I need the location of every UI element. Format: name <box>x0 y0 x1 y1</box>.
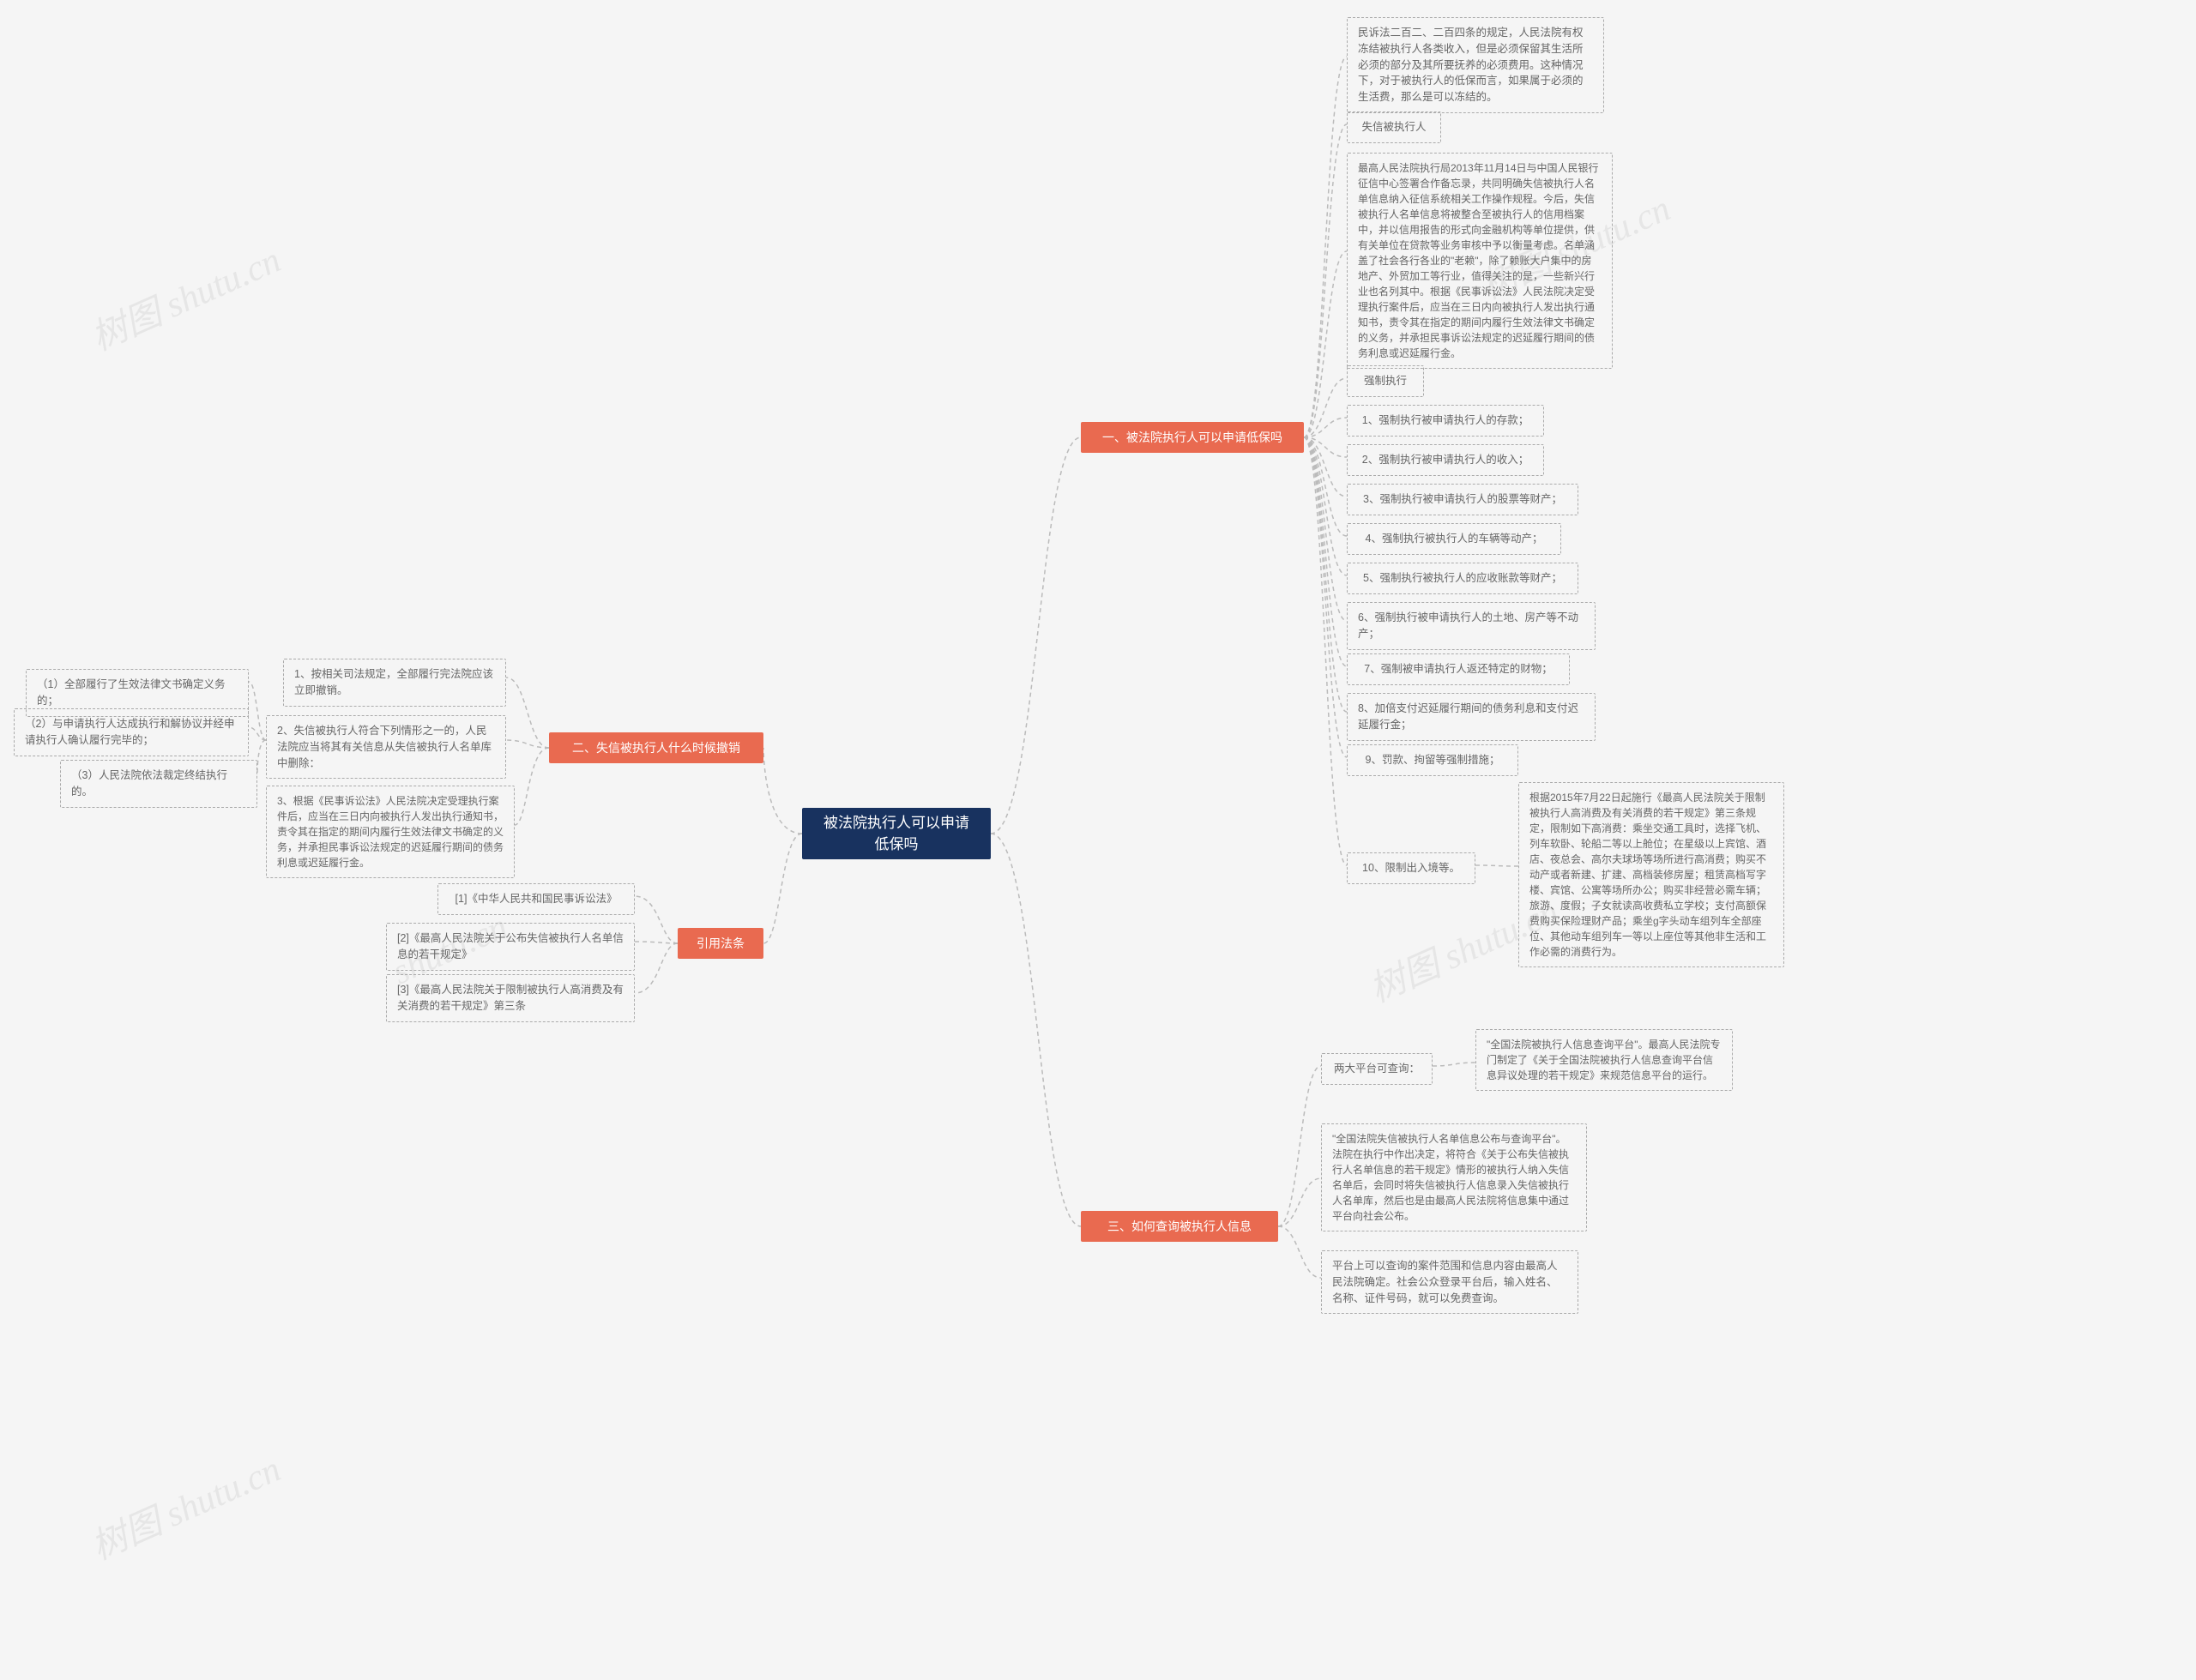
leaf-node[interactable]: 失信被执行人 <box>1347 111 1441 143</box>
leaf-node[interactable]: 1、强制执行被申请执行人的存款； <box>1347 405 1544 437</box>
leaf-node[interactable]: 3、强制执行被申请执行人的股票等财产； <box>1347 484 1578 515</box>
leaf-node[interactable]: [1]《中华人民共和国民事诉讼法》 <box>437 883 635 915</box>
mindmap-canvas: 树图 shutu.cn 树图 shutu.cn shutu.cn 树图 shut… <box>0 0 2196 1680</box>
leaf-node[interactable]: 2、失信被执行人符合下列情形之一的，人民法院应当将其有关信息从失信被执行人名单库… <box>266 715 506 779</box>
leaf-node[interactable]: 强制执行 <box>1347 365 1424 397</box>
leaf-node[interactable]: [3]《最高人民法院关于限制被执行人高消费及有关消费的若干规定》第三条 <box>386 974 635 1022</box>
leaf-node[interactable]: 6、强制执行被申请执行人的土地、房产等不动产； <box>1347 602 1596 650</box>
leaf-node[interactable]: 1、按相关司法规定，全部履行完法院应该立即撤销。 <box>283 659 506 707</box>
leaf-node[interactable]: （3）人民法院依法裁定终结执行的。 <box>60 760 257 808</box>
branch-node-4[interactable]: 三、如何查询被执行人信息 <box>1081 1211 1278 1242</box>
watermark: 树图 shutu.cn <box>81 231 287 361</box>
branch-node-1[interactable]: 一、被法院执行人可以申请低保吗 <box>1081 422 1304 453</box>
leaf-node[interactable]: [2]《最高人民法院关于公布失信被执行人名单信息的若干规定》 <box>386 923 635 971</box>
leaf-node[interactable]: 根据2015年7月22日起施行《最高人民法院关于限制被执行人高消费及有关消费的若… <box>1518 782 1784 967</box>
leaf-node[interactable]: 10、限制出入境等。 <box>1347 852 1475 884</box>
leaf-node[interactable]: 最高人民法院执行局2013年11月14日与中国人民银行征信中心签署合作备忘录，共… <box>1347 153 1613 369</box>
leaf-node[interactable]: 9、罚款、拘留等强制措施； <box>1347 744 1518 776</box>
leaf-node[interactable]: 3、根据《民事诉讼法》人民法院决定受理执行案件后，应当在三日内向被执行人发出执行… <box>266 786 515 878</box>
leaf-node[interactable]: "全国法院失信被执行人名单信息公布与查询平台"。法院在执行中作出决定，将符合《关… <box>1321 1123 1587 1231</box>
leaf-node[interactable]: "全国法院被执行人信息查询平台"。最高人民法院专门制定了《关于全国法院被执行人信… <box>1475 1029 1733 1091</box>
leaf-node[interactable]: （2）与申请执行人达成执行和解协议并经申请执行人确认履行完毕的； <box>14 708 249 756</box>
leaf-node[interactable]: 两大平台可查询： <box>1321 1053 1433 1085</box>
leaf-node[interactable]: 7、强制被申请执行人返还特定的财物； <box>1347 653 1570 685</box>
leaf-node[interactable]: 民诉法二百二、二百四条的规定，人民法院有权冻结被执行人各类收入，但是必须保留其生… <box>1347 17 1604 113</box>
leaf-node[interactable]: 2、强制执行被申请执行人的收入； <box>1347 444 1544 476</box>
center-node[interactable]: 被法院执行人可以申请低保吗 <box>802 808 991 859</box>
watermark: 树图 shutu.cn <box>81 1440 287 1570</box>
branch-node-3[interactable]: 引用法条 <box>678 928 763 959</box>
leaf-node[interactable]: 8、加倍支付迟延履行期间的债务利息和支付迟延履行金； <box>1347 693 1596 741</box>
leaf-node[interactable]: 平台上可以查询的案件范围和信息内容由最高人民法院确定。社会公众登录平台后，输入姓… <box>1321 1250 1578 1314</box>
leaf-node[interactable]: 5、强制执行被执行人的应收账款等财产； <box>1347 563 1578 594</box>
branch-node-2[interactable]: 二、失信被执行人什么时候撤销 <box>549 732 763 763</box>
leaf-node[interactable]: 4、强制执行被执行人的车辆等动产； <box>1347 523 1561 555</box>
